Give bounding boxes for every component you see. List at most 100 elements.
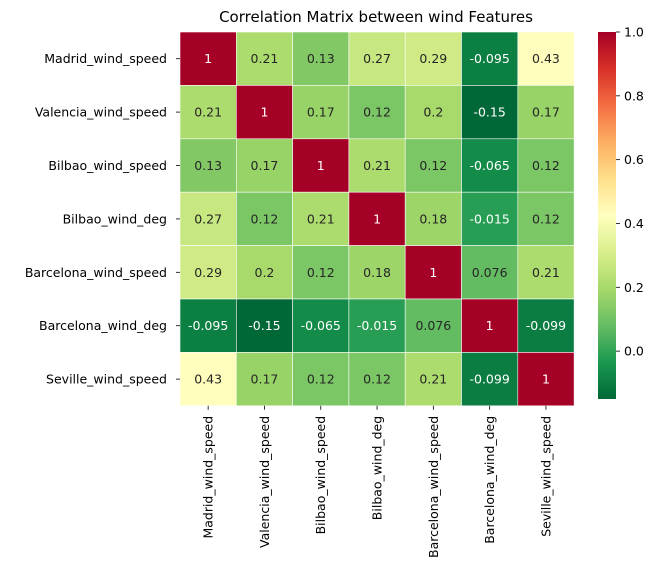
heatmap-cell <box>179 31 237 86</box>
cell-value-label: 0.12 <box>251 211 279 226</box>
cell-value-label: 0.21 <box>419 372 447 387</box>
colorbar-tick-label: 0.0 <box>624 344 644 359</box>
cell-value-label: -0.065 <box>301 318 341 333</box>
colorbar-tick-label: 1.0 <box>624 25 644 40</box>
heatmap-cell <box>236 191 293 246</box>
cell-value-label: 0.21 <box>532 265 560 280</box>
heatmap-cell <box>236 298 293 353</box>
cell-value-label: 0.12 <box>419 158 447 173</box>
cell-value-label: 0.12 <box>307 372 335 387</box>
colorbar-tick-label: 0.8 <box>624 88 644 103</box>
heatmap-cell <box>404 138 462 193</box>
row-tick-label: Valencia_wind_speed <box>35 105 167 120</box>
cell-value-label: 0.12 <box>307 265 335 280</box>
cell-value-label: -0.065 <box>470 158 510 173</box>
cell-value-label: 0.17 <box>532 105 560 120</box>
cell-value-label: 0.076 <box>415 318 451 333</box>
cell-value-label: 1 <box>260 105 268 120</box>
cell-value-label: 0.13 <box>194 158 222 173</box>
heatmap-cell <box>179 245 237 300</box>
heatmap-cell <box>292 31 350 86</box>
row-tick-label: Bilbao_wind_speed <box>48 158 167 173</box>
cell-value-label: 1 <box>429 265 437 280</box>
heatmap-cell <box>517 352 575 407</box>
row-tick-label: Madrid_wind_speed <box>44 51 167 66</box>
cell-value-label: 0.076 <box>472 265 508 280</box>
heatmap-cell <box>517 298 575 353</box>
heatmap-cell <box>404 31 462 86</box>
cell-value-label: 0.21 <box>363 158 391 173</box>
cell-value-label: 0.2 <box>255 265 275 280</box>
heatmap-cell <box>404 298 462 353</box>
cell-value-label: 1 <box>542 372 550 387</box>
colorbar-tick-label: 0.4 <box>624 216 644 231</box>
cell-value-label: 0.12 <box>363 372 391 387</box>
cell-value-label: 0.18 <box>419 211 447 226</box>
cell-value-label: -0.095 <box>470 51 510 66</box>
heatmap-cell <box>179 138 237 193</box>
cell-value-label: 0.43 <box>532 51 560 66</box>
cell-value-label: 0.27 <box>363 51 391 66</box>
cell-value-label: 0.2 <box>423 105 443 120</box>
column-tick-label: Bilbao_wind_deg <box>370 416 385 520</box>
chart-title: Correlation Matrix between wind Features <box>219 8 533 26</box>
heatmap-cell <box>404 352 462 407</box>
heatmap-cell <box>348 31 406 86</box>
cell-value-label: 0.29 <box>419 51 447 66</box>
cell-value-label: 0.18 <box>363 265 391 280</box>
cell-value-label: 0.17 <box>307 105 335 120</box>
cell-value-label: 0.17 <box>251 158 279 173</box>
cell-value-label: 0.21 <box>251 51 279 66</box>
column-tick-label: Madrid_wind_speed <box>201 416 216 539</box>
heatmap-cell <box>348 138 406 193</box>
cell-value-label: -0.095 <box>188 318 228 333</box>
heatmap-cell <box>348 298 406 353</box>
cell-value-label: 0.12 <box>532 158 560 173</box>
cell-value-label: 0.21 <box>307 211 335 226</box>
heatmap-cell <box>517 245 575 300</box>
heatmap-cell <box>348 191 406 246</box>
colorbar: 1.0 0.8 0.6 0.4 0.2 0.0 <box>598 25 644 399</box>
heatmap-cell <box>461 191 519 246</box>
row-tick-label: Barcelona_wind_deg <box>39 318 167 333</box>
heatmap-cell <box>461 31 519 86</box>
colorbar-gradient <box>598 32 616 399</box>
heatmap-cells: 1 0.21 0.13 0.27 0.29 -0.095 0.430.21 1 0.17 0.12… <box>179 31 575 407</box>
heatmap-cell <box>292 85 350 140</box>
cell-value-label: -0.015 <box>470 211 510 226</box>
heatmap-cell <box>517 85 575 140</box>
column-tick-label: Seville_wind_speed <box>538 416 553 537</box>
row-tick-labels: Madrid_wind_speed Valencia_wind_speed Bilb… <box>25 51 180 387</box>
heatmap-cell <box>348 352 406 407</box>
cell-value-label: 0.21 <box>194 105 222 120</box>
cell-value-label: -0.099 <box>526 318 566 333</box>
heatmap-cell <box>179 191 237 246</box>
heatmap-cell <box>517 138 575 193</box>
column-tick-label: Barcelona_wind_speed <box>426 416 441 558</box>
row-tick-label: Barcelona_wind_speed <box>25 265 167 280</box>
cell-value-label: -0.015 <box>357 318 397 333</box>
heatmap-cell <box>179 298 237 353</box>
heatmap-cell <box>236 31 293 86</box>
cell-value-label: 1 <box>486 318 494 333</box>
column-tick-labels: Madrid_wind_speed Valencia_wind_speed Bilb… <box>201 405 553 558</box>
heatmap-cell <box>461 138 519 193</box>
cell-value-label: 0.12 <box>532 211 560 226</box>
cell-value-label: 0.12 <box>363 105 391 120</box>
cell-value-label: 1 <box>317 158 325 173</box>
column-tick-label: Bilbao_wind_speed <box>313 416 328 535</box>
cell-value-label: 0.17 <box>251 372 279 387</box>
colorbar-tick-label: 0.2 <box>624 280 644 295</box>
cell-value-label: 1 <box>204 51 212 66</box>
cell-value-label: -0.15 <box>473 105 505 120</box>
cell-value-label: -0.099 <box>470 372 510 387</box>
heatmap-cell <box>517 191 575 246</box>
column-tick-label: Valencia_wind_speed <box>257 416 272 548</box>
heatmap-cell <box>404 85 462 140</box>
heatmap-cell <box>461 85 519 140</box>
cell-value-label: 0.43 <box>194 372 222 387</box>
heatmap-cell <box>292 352 350 407</box>
row-tick-label: Seville_wind_speed <box>46 372 167 387</box>
colorbar-tick-label: 0.6 <box>624 152 644 167</box>
heatmap-cell <box>292 245 350 300</box>
